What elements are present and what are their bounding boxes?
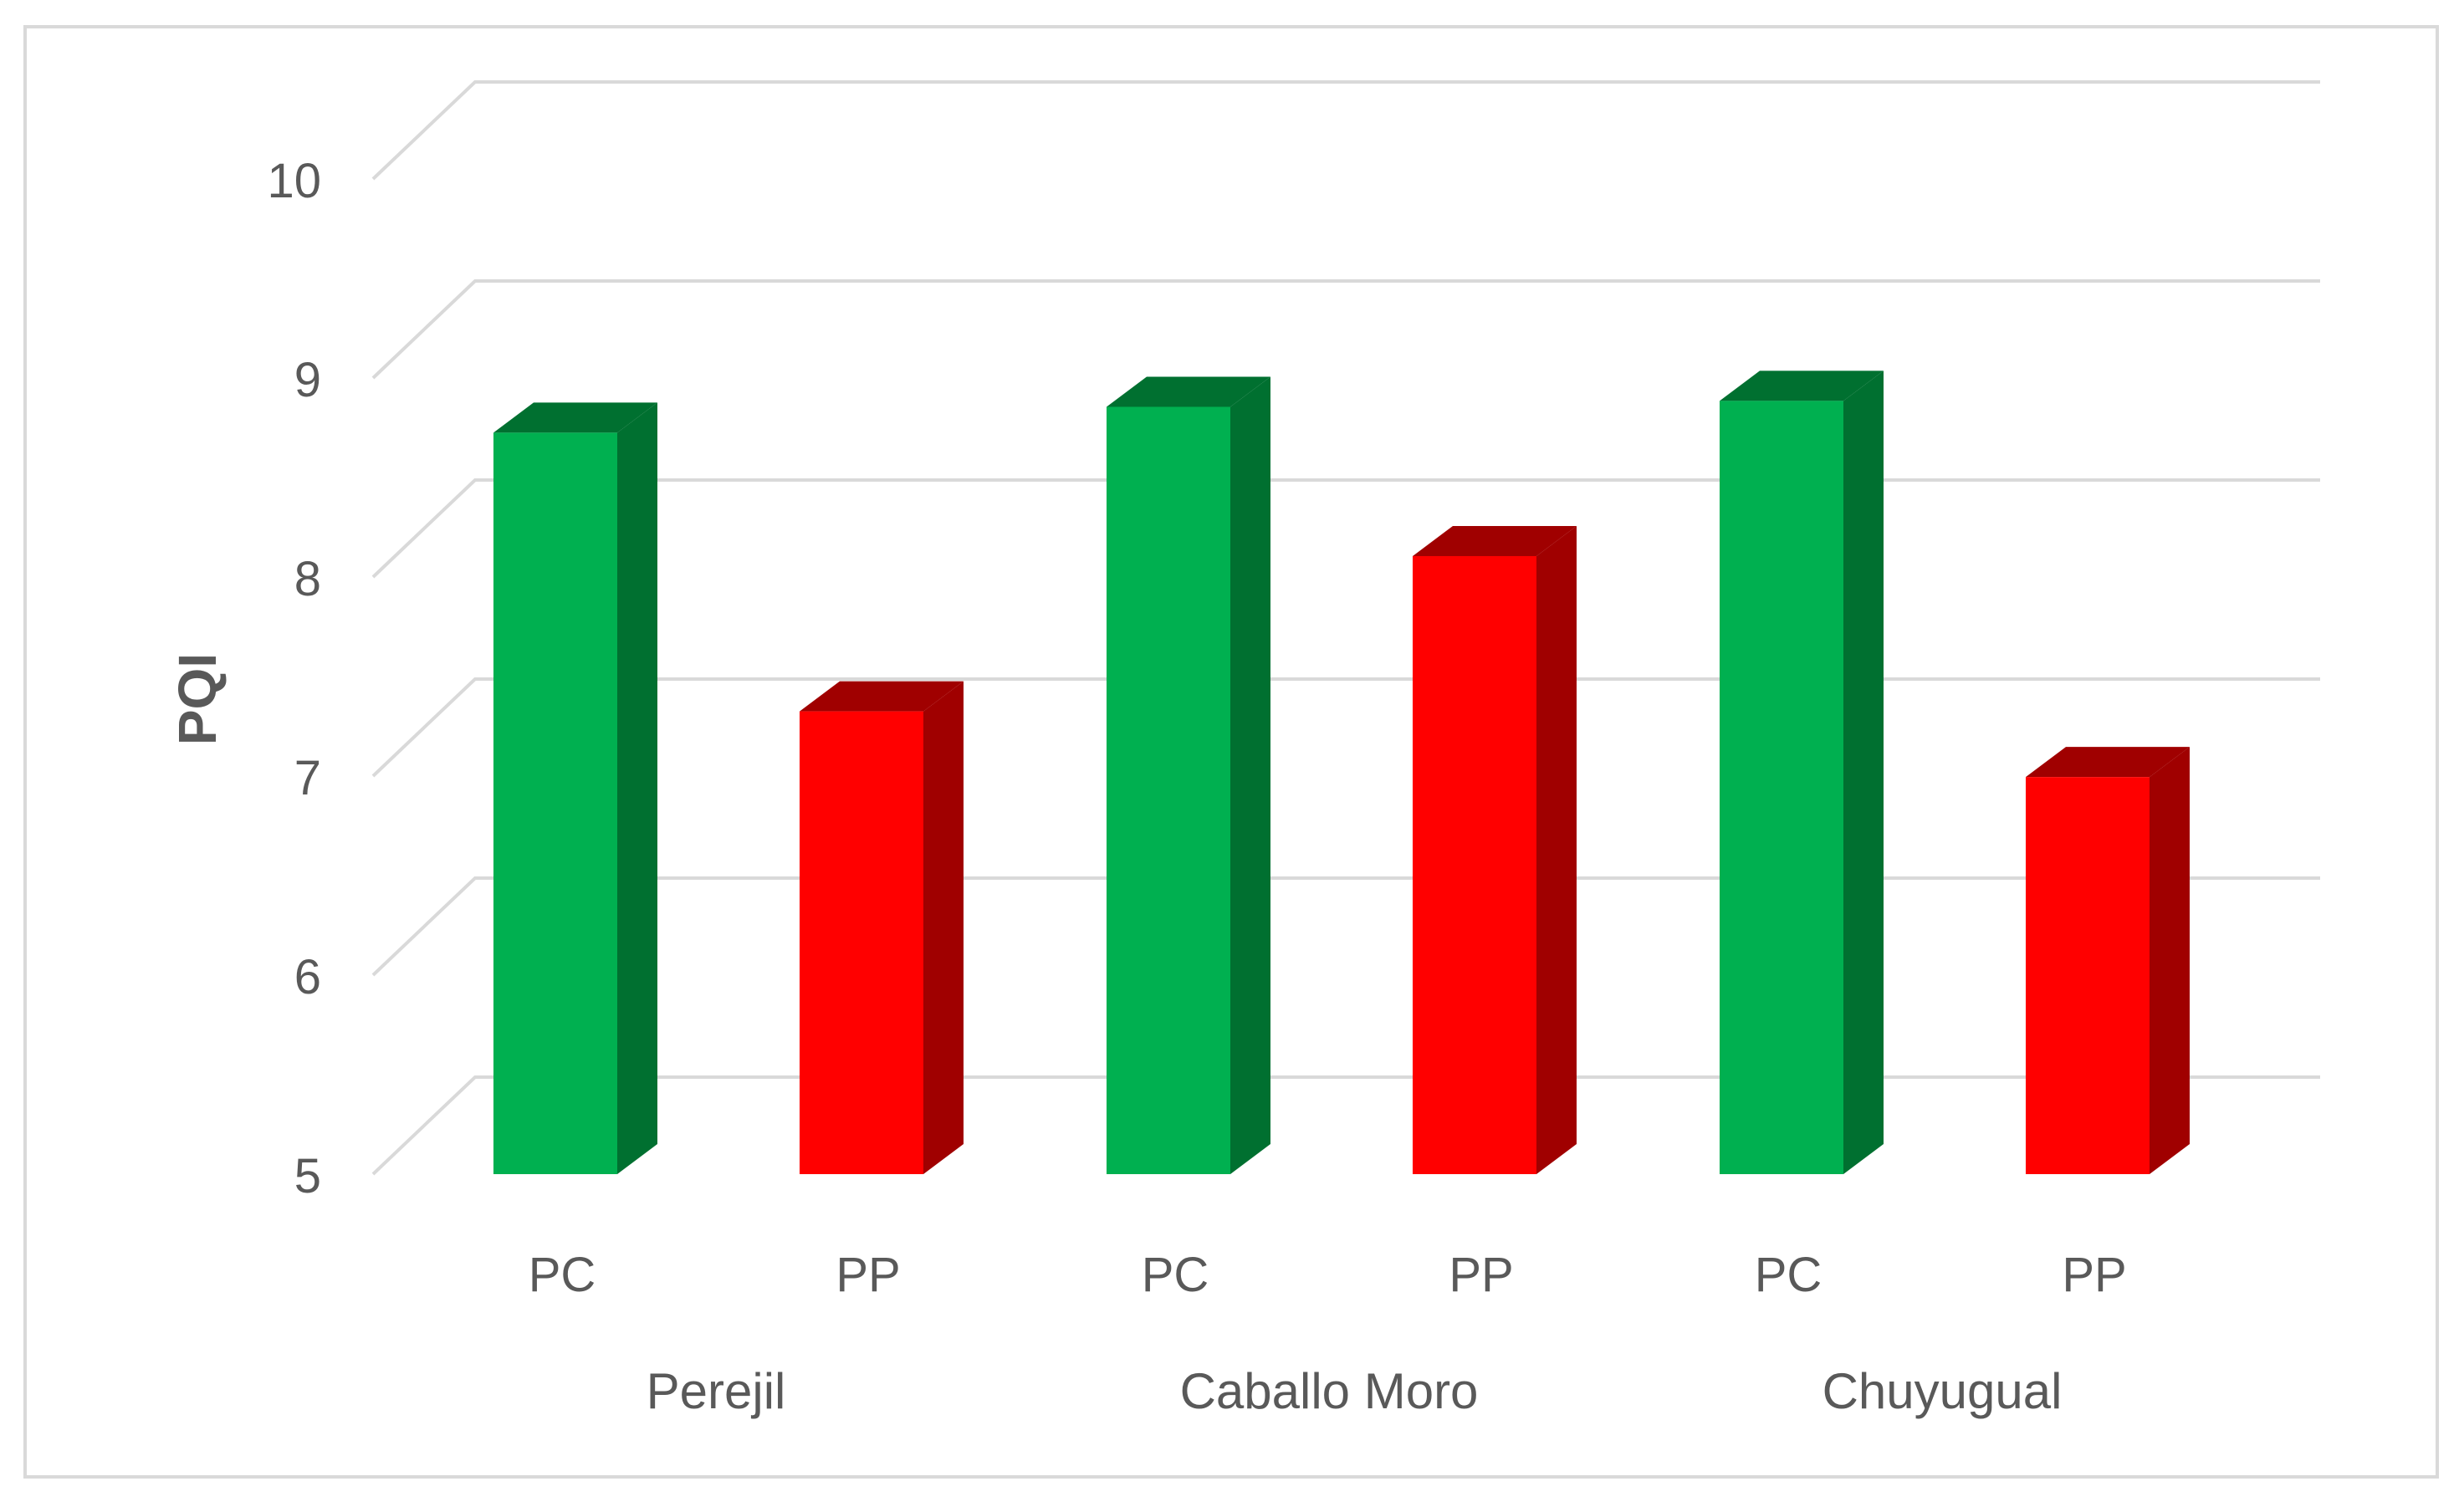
bar-top	[493, 402, 657, 433]
bar-caballo-moro-pc	[1107, 376, 1270, 1175]
gridline	[371, 478, 2320, 579]
x-category-label: PC	[529, 1248, 596, 1302]
y-axis-ticks: 5 6 7 8 9 10	[267, 154, 321, 1203]
x-group-label: Caballo Moro	[1180, 1363, 1479, 1419]
x-group-label: Perejil	[647, 1363, 786, 1419]
bar-perejil-pp	[800, 681, 964, 1174]
bar-front	[493, 432, 617, 1174]
bar-side	[1230, 376, 1270, 1175]
y-axis-title: PQI	[167, 653, 227, 745]
gridline	[371, 279, 2320, 380]
gridline	[371, 677, 2320, 778]
gridline	[371, 1075, 2320, 1176]
bar-top	[1720, 370, 1884, 401]
y-tick-label: 5	[294, 1149, 321, 1203]
bar-top	[1107, 376, 1270, 407]
x-category-label: PP	[1449, 1248, 1513, 1302]
bar-front	[1107, 406, 1230, 1175]
bar-side	[1843, 370, 1884, 1174]
x-category-label: PC	[1142, 1248, 1209, 1302]
bar-chuyugual-pp	[2026, 747, 2190, 1174]
x-category-label: PC	[1755, 1248, 1822, 1302]
bar-perejil-pc	[493, 402, 657, 1174]
bar-top	[800, 681, 964, 712]
bar-chuyugual-pc	[1720, 370, 1884, 1174]
bar-caballo-moro-pp	[1413, 525, 1577, 1174]
bar-top	[2026, 747, 2190, 778]
bar-side	[617, 402, 657, 1174]
bar-top	[1413, 525, 1577, 556]
gridline	[371, 80, 2320, 181]
x-category-label: PP	[2062, 1248, 2126, 1302]
bar-side	[2150, 747, 2190, 1174]
bar-front	[1720, 401, 1843, 1174]
bars	[493, 370, 2190, 1175]
bar-front	[1413, 555, 1536, 1174]
bar-front	[2026, 777, 2150, 1174]
x-group-label: Chuyugual	[1822, 1363, 2063, 1419]
y-tick-label: 8	[294, 552, 321, 606]
gridlines	[371, 80, 2320, 1176]
bar-front	[800, 711, 923, 1174]
bar-side	[923, 681, 964, 1174]
y-tick-label: 7	[294, 751, 321, 805]
bar-side	[1536, 525, 1577, 1174]
x-axis-labels: PC PP Perejil PC PP Caballo Moro PC PP Chuyugual	[529, 1248, 2127, 1419]
y-tick-label: 9	[294, 353, 321, 407]
x-category-label: PP	[836, 1248, 900, 1302]
y-tick-label: 6	[294, 950, 321, 1004]
gridline	[371, 876, 2320, 977]
y-tick-label: 10	[267, 154, 321, 208]
